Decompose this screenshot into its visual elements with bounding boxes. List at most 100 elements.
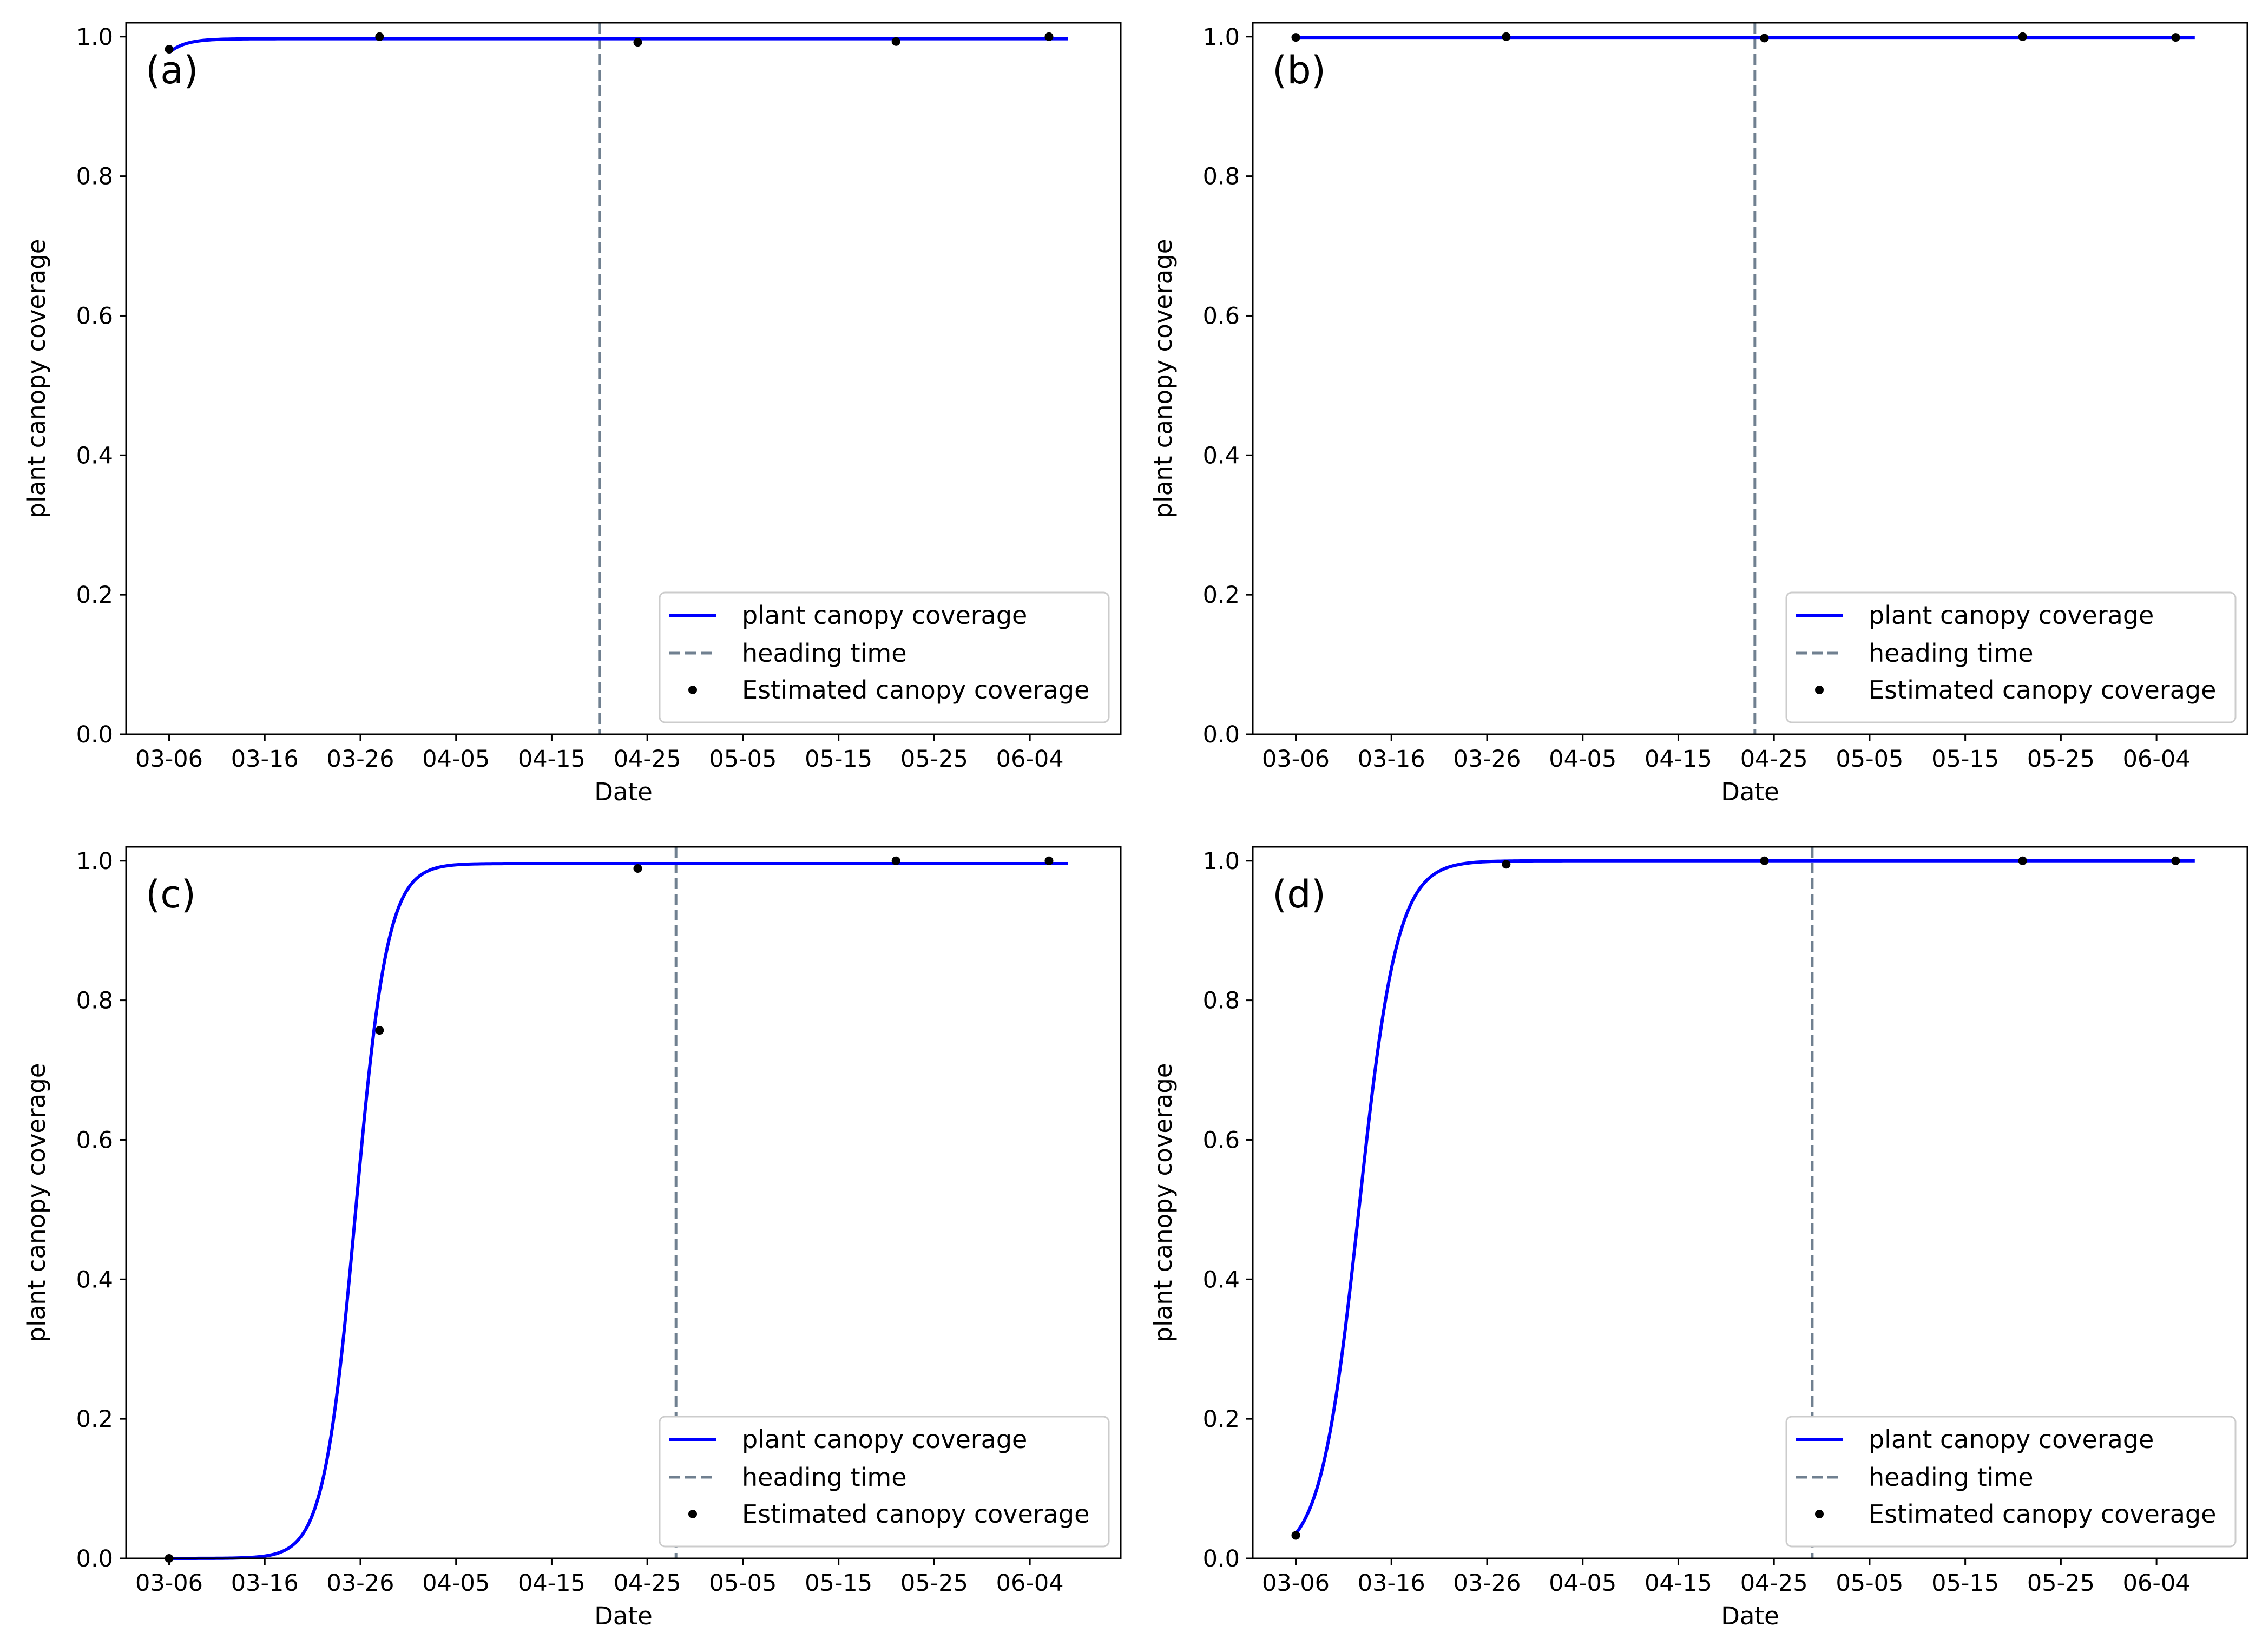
x-tick-label: 05-15 (805, 746, 872, 773)
y-tick-label: 0.8 (1203, 163, 1240, 190)
x-tick-label: 05-15 (1931, 1570, 1999, 1597)
canopy-coverage-curve (169, 861, 1068, 1560)
legend: plant canopy coverage heading time Estimat… (1785, 1416, 2237, 1548)
y-tick-label: 1.0 (1203, 24, 1240, 51)
y-axis-label: plant canopy coverage (1149, 239, 1178, 518)
estimated-point (633, 864, 642, 873)
x-tick-label: 04-15 (518, 1570, 586, 1597)
y-tick-label: 0.6 (1203, 1127, 1240, 1154)
legend-heading-label: heading time (1869, 639, 2034, 668)
x-tick-label: 03-26 (1454, 1570, 1521, 1597)
y-tick-label: 0.2 (76, 1406, 113, 1433)
x-tick-label: 04-05 (422, 1570, 490, 1597)
legend-points-swatch (1815, 1510, 1824, 1518)
legend-points-swatch (1815, 686, 1824, 694)
estimated-point (2171, 856, 2180, 865)
x-tick-label: 05-15 (805, 1570, 872, 1597)
panel-label: (c) (146, 872, 196, 917)
y-tick-label: 1.0 (76, 24, 113, 51)
legend-heading-label: heading time (1869, 1463, 2034, 1492)
estimated-point (1502, 32, 1511, 41)
x-tick-label: 06-04 (2123, 1570, 2191, 1597)
x-axis-label: Date (1721, 1602, 1779, 1630)
chart-panel-1: 0.0 0.2 0.4 0.6 0.8 1.0 03-06 03-16 03-26 04-05 04… (22, 22, 1122, 806)
x-tick-label: 04-25 (614, 1570, 681, 1597)
plot-frame (1252, 22, 2248, 735)
x-tick-label: 05-05 (1836, 746, 1903, 773)
y-tick-label: 0.8 (76, 163, 113, 190)
legend: plant canopy coverage heading time Estimat… (659, 1416, 1110, 1548)
y-tick-label: 0.2 (1203, 1406, 1240, 1433)
panel-label: (d) (1272, 872, 1326, 917)
plot-frame (125, 846, 1122, 1559)
x-tick-label: 06-04 (996, 1570, 1064, 1597)
y-tick-label: 0.0 (76, 1545, 113, 1572)
estimated-point (1044, 856, 1054, 865)
y-axis-label: plant canopy coverage (1149, 1063, 1178, 1342)
canopy-coverage-curve (168, 37, 1068, 54)
x-tick-label: 03-16 (1358, 746, 1425, 773)
plot-frame (125, 22, 1122, 735)
plot-frame (1252, 846, 2248, 1559)
estimated-point (891, 37, 900, 46)
legend-box (1785, 1416, 2237, 1548)
x-tick-label: 03-06 (1262, 746, 1330, 773)
legend-heading-label: heading time (742, 1463, 907, 1492)
legend-points-label: Estimated canopy coverage (1869, 675, 2216, 705)
x-tick-label: 03-16 (231, 746, 299, 773)
legend-points-label: Estimated canopy coverage (1869, 1499, 2216, 1529)
legend: plant canopy coverage heading time Estimat… (1785, 591, 2237, 723)
chart-panel-2: 0.0 0.2 0.4 0.6 0.8 1.0 03-06 03-16 03-26 04-05 04… (1149, 22, 2248, 806)
y-tick-label: 0.8 (1203, 988, 1240, 1015)
estimated-point (2018, 32, 2027, 41)
legend-points-label: Estimated canopy coverage (742, 675, 1089, 705)
estimated-point (375, 32, 384, 41)
x-tick-label: 04-05 (1549, 746, 1616, 773)
chart-panel-4: 0.0 0.2 0.4 0.6 0.8 1.0 03-06 03-16 03-26 04-05 04… (1149, 846, 2248, 1630)
x-tick-label: 04-25 (614, 746, 681, 773)
legend-curve-label: plant canopy coverage (1869, 601, 2154, 630)
legend-curve-label: plant canopy coverage (742, 601, 1027, 630)
estimated-point (1502, 860, 1511, 869)
legend-points-label: Estimated canopy coverage (742, 1499, 1089, 1529)
x-tick-label: 05-05 (1836, 1570, 1903, 1597)
x-tick-label: 03-16 (231, 1570, 299, 1597)
chart-panel-3: 0.0 0.2 0.4 0.6 0.8 1.0 03-06 03-16 03-26 04-05 04… (22, 846, 1122, 1630)
x-tick-label: 05-25 (900, 1570, 968, 1597)
y-tick-label: 0.4 (76, 442, 113, 469)
legend-curve-label: plant canopy coverage (742, 1425, 1027, 1454)
legend-curve-label: plant canopy coverage (1869, 1425, 2154, 1454)
legend-points-swatch (688, 686, 697, 694)
y-tick-label: 0.6 (1203, 302, 1240, 330)
y-tick-label: 0.6 (76, 302, 113, 330)
estimated-point (1760, 856, 1769, 865)
x-tick-label: 04-15 (1645, 1570, 1712, 1597)
x-tick-label: 06-04 (2123, 746, 2191, 773)
x-tick-label: 03-26 (327, 746, 394, 773)
y-tick-label: 0.4 (1203, 1266, 1240, 1293)
x-tick-label: 03-06 (1262, 1570, 1330, 1597)
y-axis-label: plant canopy coverage (22, 1063, 51, 1342)
y-axis-label: plant canopy coverage (22, 239, 51, 518)
x-tick-label: 03-26 (327, 1570, 394, 1597)
y-tick-label: 0.6 (76, 1127, 113, 1154)
x-axis-label: Date (594, 778, 653, 806)
x-tick-label: 03-26 (1454, 746, 1521, 773)
x-axis-label: Date (594, 1602, 653, 1630)
estimated-point (2018, 856, 2027, 865)
panel-label: (b) (1272, 48, 1326, 93)
x-tick-label: 03-06 (135, 1570, 203, 1597)
y-tick-label: 0.2 (76, 582, 113, 609)
x-tick-label: 03-16 (1358, 1570, 1425, 1597)
x-tick-label: 04-15 (518, 746, 586, 773)
x-tick-label: 05-15 (1931, 746, 1999, 773)
estimated-point (2171, 33, 2180, 42)
x-tick-label: 05-25 (900, 746, 968, 773)
canopy-coverage-curve (1294, 859, 2195, 1535)
x-axis-label: Date (1721, 778, 1779, 806)
y-tick-label: 0.0 (76, 721, 113, 748)
y-tick-label: 0.0 (1203, 721, 1240, 748)
panel-label: (a) (146, 48, 199, 93)
estimated-point (1291, 1531, 1300, 1540)
estimated-point (375, 1026, 384, 1035)
